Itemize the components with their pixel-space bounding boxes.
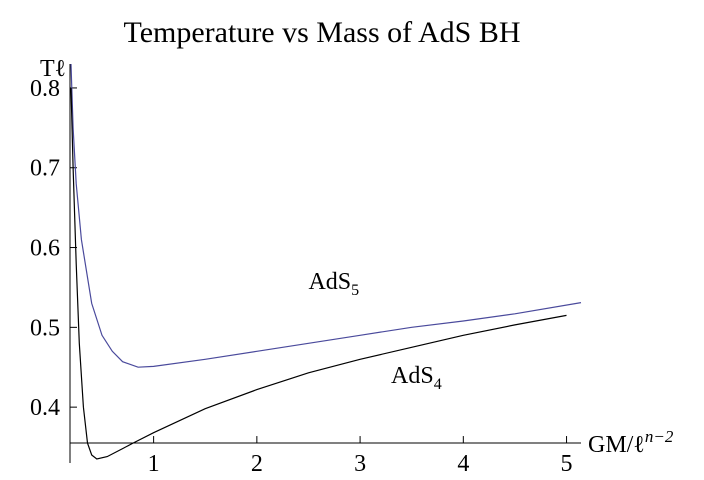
series-label-name: AdS	[308, 269, 351, 295]
series-label: AdS4	[391, 363, 442, 393]
y-tick-label: 0.6	[30, 236, 60, 262]
x-axis-label-base: GM/ℓ	[588, 432, 645, 458]
x-tick-label: 3	[354, 451, 366, 477]
x-tick-label: 4	[457, 451, 469, 477]
series-label-sub: 5	[351, 282, 359, 299]
series-line	[70, 63, 582, 368]
y-tick-label: 0.4	[30, 395, 60, 421]
series-label-name: AdS	[391, 363, 434, 389]
series-label-sub: 4	[434, 376, 442, 393]
x-tick-label: 5	[561, 451, 573, 477]
y-axis-label: Tℓ	[40, 56, 66, 82]
series-label: AdS5	[308, 269, 359, 299]
chart-title: Temperature vs Mass of AdS BH	[123, 16, 520, 49]
y-tick-label: 0.7	[30, 156, 60, 182]
x-axis-label: GM/ℓn−2	[588, 427, 674, 458]
series-line	[70, 87, 567, 460]
x-tick-label: 1	[148, 451, 160, 477]
x-axis-label-sup: n−2	[645, 427, 674, 446]
y-tick-label: 0.5	[30, 315, 60, 341]
x-tick-label: 2	[251, 451, 263, 477]
y-tick-label: 0.8	[30, 76, 60, 102]
